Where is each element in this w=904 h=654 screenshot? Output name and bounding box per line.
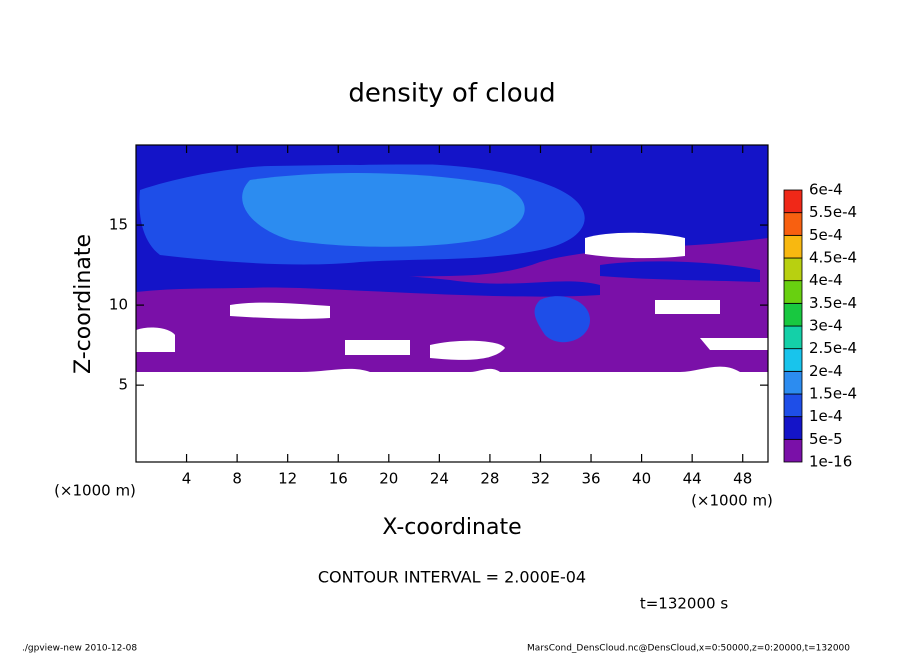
colorbar-box: [783, 234, 803, 259]
blank-region: [585, 232, 685, 259]
colorbar-label: 1.5e-4: [809, 385, 857, 403]
colorbar-label: 5.5e-4: [809, 203, 857, 221]
colorbar-box: [783, 416, 803, 440]
x-tick-label: 48: [733, 470, 752, 488]
colorbar-label: 5e-5: [809, 430, 843, 448]
colorbar-box: [783, 302, 803, 327]
colorbar-box: [783, 325, 803, 350]
colorbar-box: [783, 257, 803, 282]
contour-region: [534, 296, 590, 343]
footer-right: MarsCond_DensCloud.nc@DensCloud,x=0:5000…: [527, 644, 850, 654]
x-tick-label: 4: [182, 470, 192, 488]
contour-region: [600, 261, 760, 282]
y-tick-label: 10: [109, 296, 128, 314]
colorbar-label: 3.5e-4: [809, 294, 857, 312]
x-tick-label: 8: [232, 470, 242, 488]
time-label: t=132000 s: [640, 595, 728, 613]
blank-region: [430, 340, 505, 360]
x-axis-label: X-coordinate: [382, 515, 521, 540]
x-tick-label: 16: [329, 470, 348, 488]
y-tick-label: 15: [109, 216, 128, 234]
contour-field: [136, 145, 768, 462]
colorbar-box: [783, 438, 803, 463]
blank-region: [345, 340, 410, 355]
colorbar-label: 4.5e-4: [809, 249, 857, 267]
x-tick-label: 20: [379, 470, 398, 488]
blank-region: [700, 338, 768, 350]
blank-region: [136, 327, 175, 352]
contour-region: [136, 145, 768, 175]
y-tick-label: 5: [118, 376, 128, 394]
colorbar-label: 2e-4: [809, 362, 843, 380]
blank-region: [230, 302, 330, 319]
x-tick-label: 28: [480, 470, 499, 488]
blank-region: [655, 300, 720, 314]
x-tick-label: 36: [581, 470, 600, 488]
blank-region: [136, 372, 768, 462]
colorbar-label: 3e-4: [809, 317, 843, 335]
x-tick-label: 24: [430, 470, 449, 488]
colorbar-box: [783, 393, 803, 418]
y-axis-label: Z-coordinate: [71, 234, 96, 374]
colorbar-label: 2.5e-4: [809, 339, 857, 357]
colorbar-box: [783, 212, 803, 236]
chart-title: density of cloud: [348, 79, 555, 109]
colorbar-label: 5e-4: [809, 226, 843, 244]
x-tick-label: 40: [632, 470, 651, 488]
footer-left: ./gpview-new 2010-12-08: [22, 644, 137, 654]
x-tick-label: 32: [531, 470, 550, 488]
plot-frame: [135, 144, 769, 463]
colorbar-box: [783, 348, 803, 372]
x-unit: (×1000 m): [691, 492, 773, 510]
colorbar-label: 6e-4: [809, 181, 843, 199]
x-tick-label: 44: [683, 470, 702, 488]
contour-region: [242, 173, 525, 247]
colorbar-label: 1e-4: [809, 407, 843, 425]
colorbar-box: [783, 189, 803, 214]
colorbar-label: 1e-16: [809, 453, 852, 471]
colorbar-box: [783, 370, 803, 395]
x-tick-label: 12: [278, 470, 297, 488]
y-unit: (×1000 m): [54, 482, 136, 500]
axes: 4 8 12 16 20 24 28 32 36 40 44 48510151e-165e-51e-4…: [109, 144, 857, 488]
contour-interval: CONTOUR INTERVAL = 2.000E-04: [318, 568, 586, 587]
colorbar-label: 4e-4: [809, 271, 843, 289]
colorbar-box: [783, 280, 803, 304]
contour-region: [150, 268, 600, 297]
